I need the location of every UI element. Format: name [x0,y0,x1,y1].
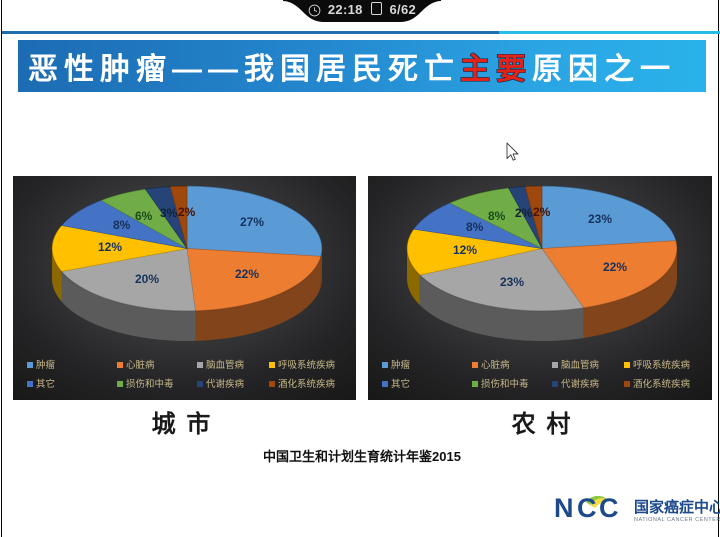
svg-text:C: C [577,493,596,523]
svg-text:C: C [599,493,618,523]
svg-text:NATIONAL CANCER CENTER: NATIONAL CANCER CENTER [634,517,720,523]
svg-text:国家癌症中心: 国家癌症中心 [634,498,720,516]
svg-text:N: N [554,493,573,523]
